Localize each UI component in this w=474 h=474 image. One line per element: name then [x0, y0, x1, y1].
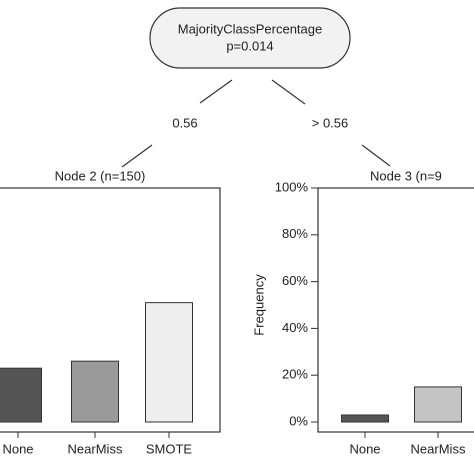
bar [145, 302, 193, 423]
edge-line [271, 79, 306, 105]
root-label: MajorityClassPercentage [178, 21, 323, 36]
edge-line [121, 144, 153, 168]
y-tick-label: 100% [275, 179, 309, 194]
y-axis-label: Frequency [251, 274, 266, 336]
bar [0, 367, 42, 423]
root-p-value: p=0.014 [226, 38, 273, 53]
panel-frame [0, 187, 221, 433]
x-tick-label: NearMiss [411, 441, 466, 456]
bar [414, 386, 462, 423]
panel-title: Node 3 (n=9 [370, 168, 442, 183]
root-node [149, 7, 351, 69]
y-tick-label: 20% [282, 367, 308, 382]
bar [341, 414, 389, 423]
edge-label: > 0.56 [312, 115, 349, 130]
y-tick-label: 0% [289, 413, 308, 428]
x-tick-label: NearMiss [68, 441, 123, 456]
edge-label: 0.56 [172, 115, 197, 130]
bar [71, 360, 119, 423]
x-tick-label: SMOTE [146, 441, 193, 456]
y-tick-label: 80% [282, 226, 308, 241]
edge-line [199, 79, 233, 104]
y-tick-label: 60% [282, 273, 308, 288]
panel-title: Node 2 (n=150) [55, 168, 146, 183]
x-tick-label: None [349, 441, 380, 456]
edge-line [361, 144, 391, 167]
y-tick-label: 40% [282, 320, 308, 335]
panel-frame [317, 187, 474, 433]
x-tick-label: None [2, 441, 33, 456]
